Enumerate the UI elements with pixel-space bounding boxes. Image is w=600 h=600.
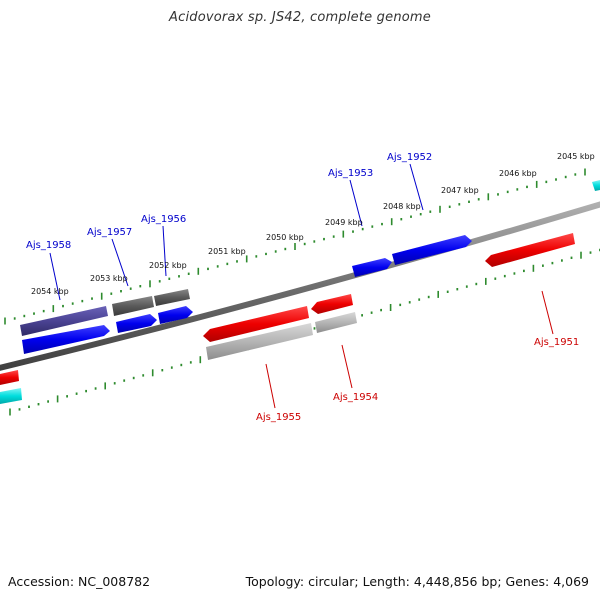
leader-line-ajs-1952 [409,163,424,211]
kbp-label: 2050 kbp [266,233,304,242]
kbp-label: 2046 kbp [499,169,537,178]
gene-block-cyan-left[interactable] [0,388,22,404]
gene-arrow-fwd-11[interactable] [392,235,472,265]
gene-block-ajs-1955[interactable] [206,323,313,360]
leader-line-ajs-1954 [341,344,353,389]
gene-arrow-rev-left[interactable] [0,370,19,385]
leader-line-ajs-1956 [162,225,167,277]
leader-line-ajs-1955 [265,363,276,409]
kbp-label: 2052 kbp [149,261,187,270]
forward-tick-ruler [4,168,586,325]
kbp-label: 2045 kbp [557,152,595,161]
leader-line-ajs-1953 [349,179,363,227]
gene-label-ajs-1951[interactable]: Ajs_1951 [534,337,579,348]
kbp-label: 2049 kbp [325,218,363,227]
gene-arrow-rev-2[interactable] [311,294,353,314]
gene-label-ajs-1955[interactable]: Ajs_1955 [256,412,301,423]
gene-block-ajs-1956[interactable] [154,289,190,306]
kbp-label: 2047 kbp [441,186,479,195]
gene-arrow-fwd-2[interactable] [116,314,157,333]
gene-label-ajs-1957[interactable]: Ajs_1957 [87,227,132,238]
reverse-tick-ruler [9,248,600,416]
gene-label-ajs-1954[interactable]: Ajs_1954 [333,392,378,403]
genome-backbone [0,201,600,371]
kbp-label: 2053 kbp [90,274,128,283]
leader-line-ajs-1958 [49,252,61,301]
kbp-label-group: 2054 kbp 2053 kbp 2052 kbp 2051 kbp 2050 kbp… [31,152,595,296]
gene-label-ajs-1958[interactable]: Ajs_1958 [26,240,71,251]
gene-label-ajs-1952[interactable]: Ajs_1952 [387,152,432,163]
gene-label-ajs-1953[interactable]: Ajs_1953 [328,168,373,179]
gene-block-ajs-1954[interactable] [315,312,357,333]
gene-arrow-rev-1[interactable] [203,306,309,342]
accession-label: Accession: NC_008782 [8,574,151,589]
gene-arrow-fwd-1[interactable] [22,325,110,354]
kbp-label: 2051 kbp [208,247,246,256]
leader-line-ajs-1957 [111,238,129,287]
genome-title: Acidovorax sp. JS42, complete genome [169,10,431,25]
gene-label-ajs-1956[interactable]: Ajs_1956 [141,214,186,225]
kbp-label: 2054 kbp [31,287,69,296]
gene-block-ajs-1958[interactable] [20,306,108,336]
genome-summary: Topology: circular; Length: 4,448,856 bp… [245,574,589,589]
leader-line-ajs-1951 [541,290,554,335]
kbp-label: 2048 kbp [383,202,421,211]
gene-arrow-fwd-3[interactable] [158,306,193,324]
gene-block-ajs-1957[interactable] [112,296,154,316]
gene-arrow-fwd-12[interactable] [592,180,600,191]
gene-arrow-rev-3[interactable] [485,233,575,267]
gene-arrow-fwd-10[interactable] [352,258,392,277]
